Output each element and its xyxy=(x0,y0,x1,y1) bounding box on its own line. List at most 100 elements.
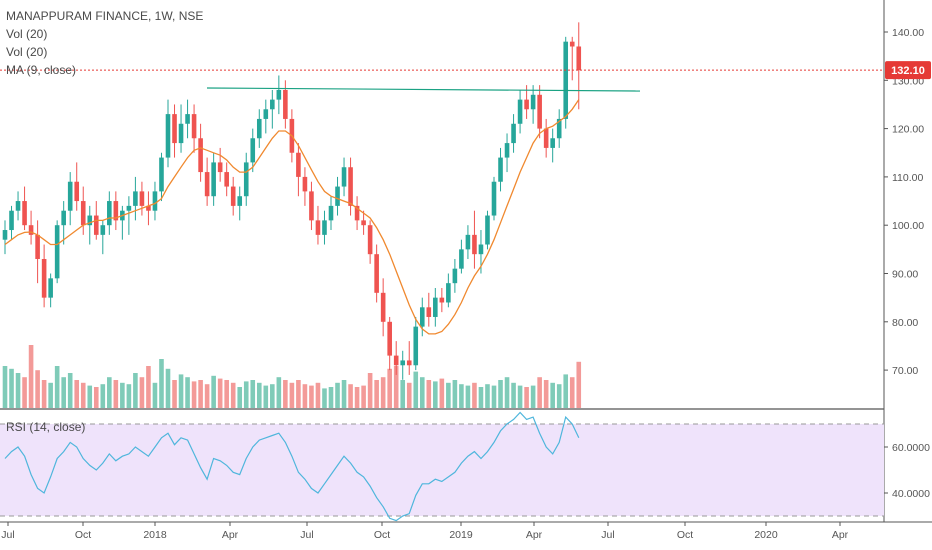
candle xyxy=(309,181,314,231)
candle xyxy=(354,196,360,231)
candle xyxy=(80,186,86,235)
candle-body xyxy=(380,292,386,322)
volume-bar xyxy=(250,380,256,408)
candle xyxy=(243,152,249,206)
time-tick-label: Oct xyxy=(75,529,91,541)
candle xyxy=(302,167,308,206)
candle-body xyxy=(550,138,555,148)
volume-bar xyxy=(9,368,14,408)
volume-bar xyxy=(543,380,549,408)
candle xyxy=(185,99,190,139)
candle xyxy=(61,201,66,245)
volume-bar xyxy=(67,373,73,408)
candle-body xyxy=(224,172,229,187)
volume-bar xyxy=(107,377,112,408)
candle-body xyxy=(113,201,119,221)
candle-body xyxy=(22,201,27,226)
candle xyxy=(204,157,210,206)
volume-indicator-label-2[interactable]: Vol (20) xyxy=(6,45,48,59)
volume-bar xyxy=(289,382,295,408)
rsi-tick-label: 60.0000 xyxy=(892,442,930,454)
candle-body xyxy=(413,326,419,366)
volume-bar xyxy=(400,380,406,408)
volume-bar xyxy=(380,377,386,408)
volume-bar xyxy=(393,366,399,408)
volume-bar xyxy=(459,384,464,408)
candle-body xyxy=(256,118,262,139)
candle-body xyxy=(9,210,14,231)
candle-body xyxy=(2,230,8,240)
moving-average-label[interactable]: MA (9, close) xyxy=(6,63,77,77)
candle-body xyxy=(543,128,549,148)
candle xyxy=(2,220,8,255)
time-tick-label: Oct xyxy=(677,529,693,541)
candle-body xyxy=(400,360,406,366)
candle-body xyxy=(276,89,282,100)
volume-indicator-label-1[interactable]: Vol (20) xyxy=(6,27,48,41)
candle-body xyxy=(296,152,301,177)
candle xyxy=(452,259,458,293)
rsi-indicator-label[interactable]: RSI (14, close) xyxy=(6,420,86,434)
candle xyxy=(485,210,490,250)
symbol-title[interactable]: MANAPPURAM FINANCE, 1W, NSE xyxy=(6,9,204,23)
volume-bar xyxy=(491,385,497,408)
candle xyxy=(159,152,164,202)
candle xyxy=(230,176,236,216)
time-tick-label: Apr xyxy=(222,529,239,541)
candle-body xyxy=(263,109,269,119)
candle xyxy=(250,128,256,173)
candle-body xyxy=(537,94,542,129)
candle xyxy=(100,220,106,255)
volume-bar xyxy=(315,382,321,408)
volume-bar xyxy=(217,378,223,408)
candle xyxy=(335,176,340,216)
candle xyxy=(41,244,47,308)
volume-bar xyxy=(22,377,27,408)
volume-bar xyxy=(296,380,301,408)
volume-bar xyxy=(439,378,445,408)
candle-body xyxy=(498,157,503,182)
candle-body xyxy=(426,307,432,317)
rsi-line xyxy=(4,411,580,522)
candle xyxy=(146,191,151,226)
candle xyxy=(465,225,471,260)
candle xyxy=(446,273,451,308)
volume-bar xyxy=(563,374,569,408)
volume-bar xyxy=(159,359,164,408)
candle-body xyxy=(191,114,197,139)
candle-body xyxy=(569,41,575,47)
candle xyxy=(178,104,184,153)
candle xyxy=(133,176,138,221)
volume-bar xyxy=(452,380,458,408)
volume-bar xyxy=(361,385,366,408)
candle xyxy=(426,292,432,327)
volume-bar xyxy=(270,384,275,408)
candle xyxy=(511,114,516,153)
candle xyxy=(517,89,523,134)
time-tick-label: Apr xyxy=(832,529,849,541)
volume-bar xyxy=(48,382,53,408)
candle-body xyxy=(361,220,366,226)
time-tick-label: Oct xyxy=(374,529,390,541)
volume-bar xyxy=(276,377,282,408)
volume-bar xyxy=(185,377,190,408)
candle-body xyxy=(511,123,516,144)
candle-body xyxy=(146,205,151,211)
candle xyxy=(54,220,60,284)
candle xyxy=(413,316,419,371)
candle xyxy=(550,128,555,163)
candle-body xyxy=(433,297,438,317)
volume-bar xyxy=(263,385,269,408)
volume-bar xyxy=(472,382,477,408)
candle-body xyxy=(517,99,523,124)
candle-body xyxy=(439,297,445,303)
volume-bar xyxy=(100,384,106,408)
candle-body xyxy=(354,205,360,221)
volume-bar xyxy=(524,387,529,408)
candle-body xyxy=(237,196,243,206)
time-tick-label: Jul xyxy=(1,529,14,541)
time-tick-label: Apr xyxy=(526,529,543,541)
candle xyxy=(211,152,216,206)
volume-bar xyxy=(530,385,536,408)
